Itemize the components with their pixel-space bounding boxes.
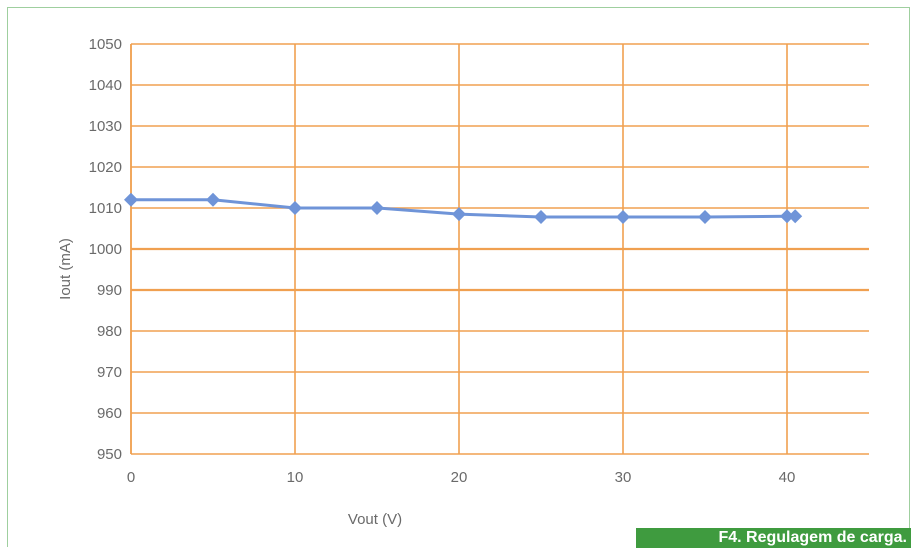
y-tick-labels: 950 960 970 980 990 1000 1010 1020 1030 1040 1050 — [89, 36, 122, 463]
data-point — [534, 210, 548, 225]
data-point — [288, 201, 302, 215]
series — [124, 192, 803, 225]
data-point — [788, 209, 803, 224]
chart-figure: 950 960 970 980 990 1000 1010 1020 1030 1040 1050 … — [7, 7, 910, 547]
data-point — [616, 210, 630, 225]
y-tick-label: 950 — [97, 446, 122, 463]
data-point — [780, 209, 794, 224]
data-point — [124, 192, 138, 207]
y-tick-label: 1030 — [89, 118, 122, 135]
data-point — [452, 207, 466, 222]
x-tick-label: 40 — [779, 469, 796, 486]
y-tick-label: 1040 — [89, 77, 122, 94]
grid — [130, 43, 869, 455]
x-tick-labels: 0 10 20 30 40 — [127, 469, 796, 486]
x-tick-label: 0 — [127, 469, 135, 486]
data-point — [370, 201, 384, 215]
x-axis-title: Vout (V) — [348, 511, 402, 528]
y-tick-label: 1020 — [89, 159, 122, 176]
figure-caption: F4. Regulagem de carga. — [636, 528, 911, 548]
data-point — [698, 210, 712, 225]
x-tick-label: 20 — [451, 469, 468, 486]
x-tick-label: 30 — [615, 469, 632, 486]
y-tick-label: 990 — [97, 282, 122, 299]
y-tick-label: 980 — [97, 323, 122, 340]
chart-canvas: 950960970980990100010101020103010401050 … — [57, 36, 869, 528]
y-tick-label: 1000 — [89, 241, 122, 258]
y-tick-label: 960 — [97, 405, 122, 422]
data-point — [206, 192, 220, 207]
series-line — [131, 198, 796, 219]
x-tick-label: 10 — [287, 469, 304, 486]
y-tick-label: 1010 — [89, 200, 122, 217]
y-axis-title: Iout (mA) — [57, 238, 74, 300]
y-tick-label: 970 — [97, 364, 122, 381]
y-tick-label: 1050 — [89, 36, 122, 53]
